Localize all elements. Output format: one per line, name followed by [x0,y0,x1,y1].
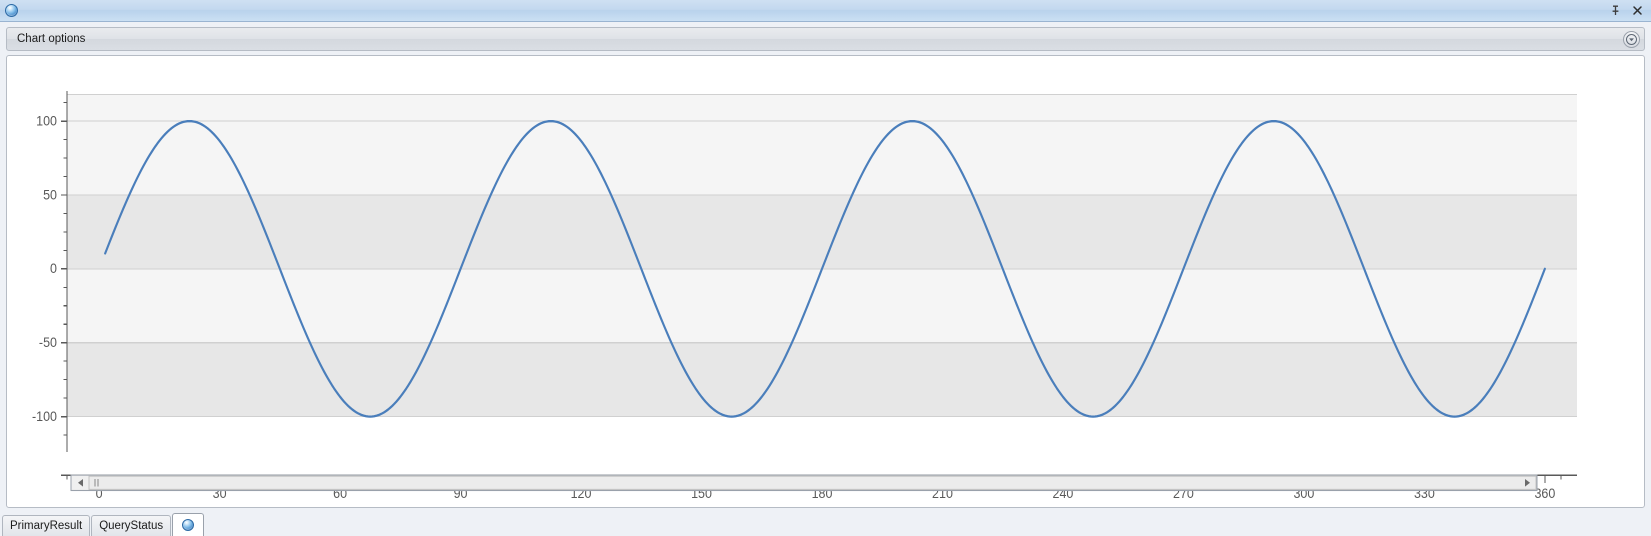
svg-text:0: 0 [96,486,103,502]
window-controls [1609,4,1647,17]
svg-text:50: 50 [43,187,57,203]
chart-hscrollbar [70,474,1538,492]
tab-querystatus[interactable]: QueryStatus [91,515,172,536]
chart-options-label: Chart options [17,33,86,45]
svg-text:-100: -100 [32,408,57,424]
window-titlebar [0,0,1651,22]
series-line-sine [104,119,1546,418]
tab-label: PrimaryResult [10,520,83,532]
close-icon[interactable] [1631,4,1644,17]
tab-primaryresult[interactable]: PrimaryResult [2,515,91,536]
sphere-icon [5,4,18,17]
svg-text:-50: -50 [39,335,57,351]
tab-chart[interactable] [172,513,205,536]
svg-text:0: 0 [50,261,57,277]
tab-label: QueryStatus [99,520,164,532]
chart-panel-wrap: 100 50 0 -50 -100 0 30 60 90 120 150 180 210 240 270 30… [0,51,1651,508]
chart-hscroll-thumb [88,475,1537,490]
sphere-icon [182,519,195,531]
chart-options-section: Chart options [0,22,1651,51]
scroll-right-arrow-icon [1525,478,1530,487]
result-tabstrip: PrimaryResult QueryStatus [0,508,1651,536]
scroll-left-arrow-icon [78,478,83,487]
chart-panel: 100 50 0 -50 -100 0 30 60 90 120 150 180 210 240 270 30… [6,55,1645,508]
chevron-down-circle-icon[interactable] [1623,30,1640,48]
pin-icon[interactable] [1609,4,1622,17]
svg-text:360: 360 [1534,486,1555,502]
svg-text:100: 100 [36,113,57,129]
chart-options-header[interactable]: Chart options [6,27,1645,51]
